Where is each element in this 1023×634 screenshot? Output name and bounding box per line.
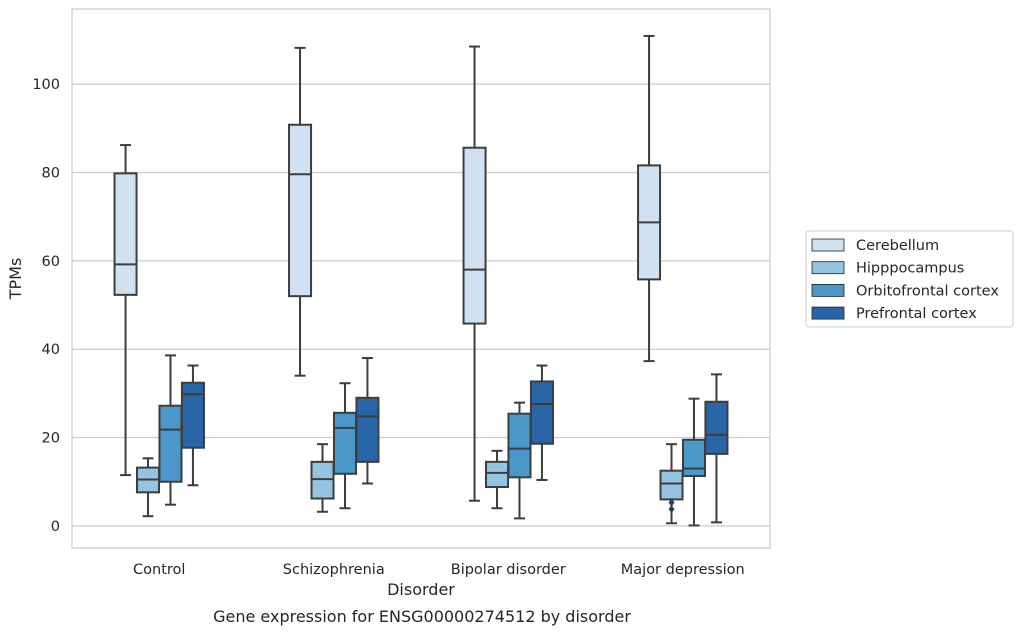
x-tick-labels: Control Schizophrenia Bipolar disorder Majo… [133,562,745,578]
box-2-3 [681,397,706,527]
iqr-box [659,469,684,501]
legend-swatch [811,306,845,320]
y-tick-labels: 0 20 40 60 80 100 [32,77,60,535]
iqr-box [462,146,487,325]
iqr-box [288,123,313,298]
x-tick-label: Bipolar disorder [451,562,566,578]
iqr-box [507,412,532,479]
series-3 [180,357,729,524]
box-3-1 [355,357,380,485]
box-1-1 [310,443,335,513]
iqr-box [485,460,510,489]
box-3-3 [704,373,729,524]
iqr-box [704,400,729,455]
legend-entry-label: Cerebellum [856,238,939,254]
iqr-box [310,460,335,500]
iqr-box [681,438,706,477]
iqr-box [332,411,357,475]
box-2-1 [332,382,357,510]
iqr-box [180,381,205,449]
legend-frame [805,230,1014,328]
plot-frame [71,8,771,549]
series-2 [158,354,706,527]
box-0-3 [637,34,662,363]
legend-entry-label: Prefrontal cortex [856,306,977,322]
y-tick-label: 100 [32,77,60,93]
legend-entry-label: Orbitofrontal cortex [856,283,999,299]
box-1-2 [485,449,510,510]
y-tick-label: 0 [51,519,60,535]
series-1 [136,443,684,525]
y-tick-label: 80 [42,165,60,181]
box-0-1 [288,46,313,377]
box-series [113,34,729,527]
iqr-box [113,172,138,296]
x-tick-label: Control [133,562,185,578]
iqr-box [158,404,183,483]
box-3-2 [529,364,554,481]
y-tick-label: 60 [42,254,60,270]
x-tick-label: Major depression [621,562,745,578]
iqr-box [355,396,380,463]
box-2-0 [158,354,183,506]
outlier-point [668,505,675,514]
y-tick-label: 20 [42,431,60,447]
y-tick-label: 40 [42,342,60,358]
box-0-2 [462,45,487,502]
box-3-0 [180,364,205,487]
legend: Cerebellum Hipppocampus Orbitofrontal cort… [805,230,1014,328]
x-tick-label: Schizophrenia [283,562,385,578]
series-0 [113,34,662,502]
box-1-0 [136,457,161,518]
outlier-point [668,498,675,507]
box-0-0 [113,144,138,477]
iqr-box [529,380,554,445]
x-axis-label: Disorder [387,580,455,599]
box-2-2 [507,401,532,520]
legend-swatch [811,238,845,252]
legend-swatch [811,261,845,275]
legend-entry-label: Hipppocampus [856,261,964,277]
chart-caption: Gene expression for ENSG00000274512 by d… [213,607,631,626]
box-1-3 [659,443,684,525]
legend-swatch [811,283,845,297]
y-axis-label: TPMs [6,258,25,301]
